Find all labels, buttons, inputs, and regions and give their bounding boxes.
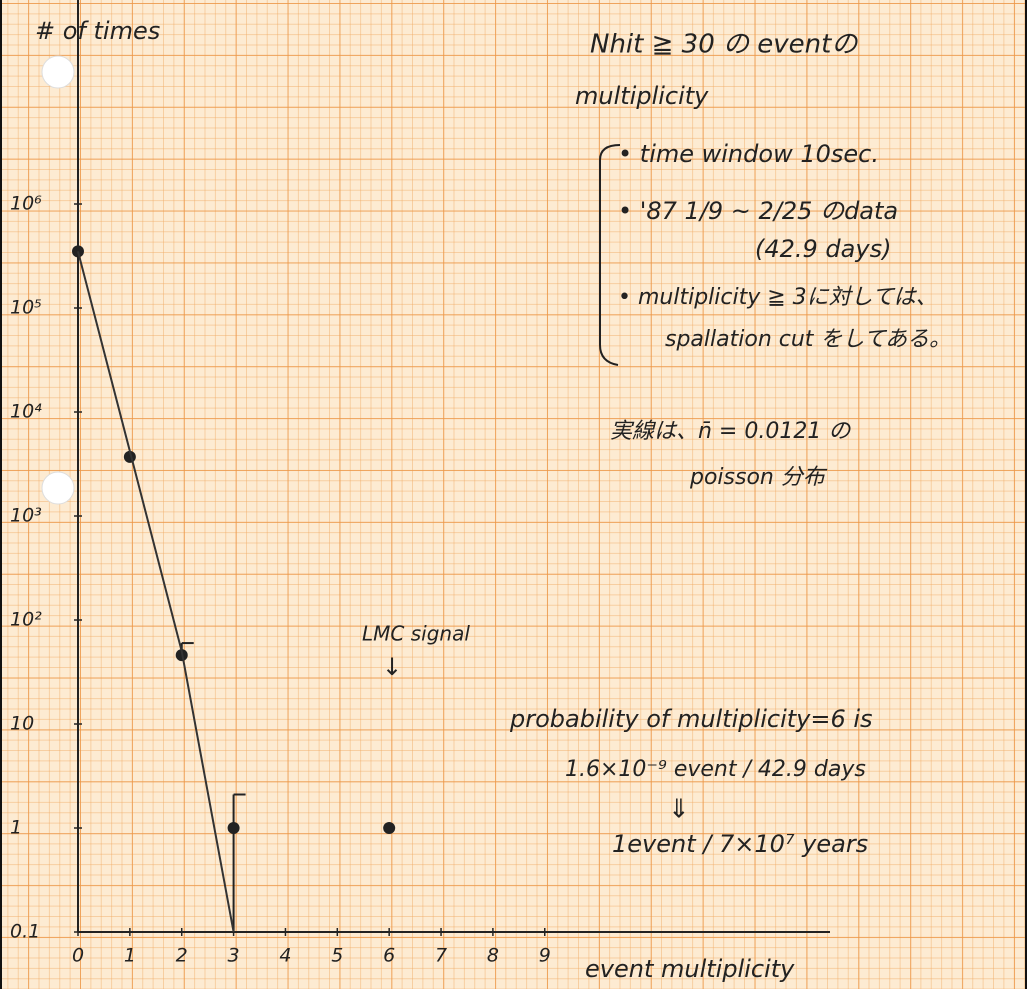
y-tick-label: 10³ xyxy=(10,505,42,527)
x-tick-label: 1 xyxy=(124,945,136,967)
annotation: • multiplicity ≧ 3に対しては、 xyxy=(618,285,938,310)
x-tick-label: 6 xyxy=(383,945,395,967)
annotation: spallation cut をしてある。 xyxy=(665,327,951,352)
annotation: 1.6×10⁻⁹ event / 42.9 days xyxy=(565,757,866,782)
x-tick-label: 5 xyxy=(331,945,343,967)
punch-hole xyxy=(41,55,75,89)
data-point xyxy=(383,822,396,834)
annotation: multiplicity xyxy=(575,82,709,110)
x-tick-label: 0 xyxy=(72,945,84,967)
y-tick-label: 10⁶ xyxy=(10,193,42,215)
annotation: 1event / 7×10⁷ years xyxy=(612,830,868,858)
annotation: Nhit ≧ 30 の eventの xyxy=(590,30,859,60)
annotation: probability of multiplicity=6 is xyxy=(509,705,873,733)
y-tick-label: 1 xyxy=(10,817,22,839)
y-tick-label: 10⁴ xyxy=(10,401,42,423)
x-tick-label: 4 xyxy=(279,945,291,967)
x-tick-label: 7 xyxy=(435,945,447,967)
brace xyxy=(599,144,621,366)
annotation: • time window 10sec. xyxy=(618,140,879,168)
annotation: ↓ xyxy=(382,653,402,681)
x-tick-label: 3 xyxy=(228,945,240,967)
annotation: LMC signal xyxy=(362,622,470,646)
annotation: 実線は、n̄ = 0.0121 の xyxy=(610,419,852,444)
annotation: ⇓ xyxy=(668,795,690,825)
annotation: poisson 分布 xyxy=(689,465,828,490)
y-tick-label: 10 xyxy=(10,713,34,735)
poisson-line xyxy=(77,251,235,933)
x-tick-label: 2 xyxy=(176,945,188,967)
y-tick-label: 0.1 xyxy=(10,921,40,943)
x-tick-label: 9 xyxy=(539,945,551,967)
annotation: (42.9 days) xyxy=(755,235,891,263)
y-tick-label: 10² xyxy=(10,609,42,631)
y-axis-label: # of times xyxy=(35,17,160,45)
y-tick-label: 10⁵ xyxy=(10,297,42,319)
x-tick-label: 8 xyxy=(487,945,499,967)
annotation: • '87 1/9 ~ 2/25 のdata xyxy=(618,197,898,225)
punch-hole xyxy=(41,471,75,505)
x-axis-label: event multiplicity xyxy=(585,955,795,983)
data-point xyxy=(227,822,240,834)
